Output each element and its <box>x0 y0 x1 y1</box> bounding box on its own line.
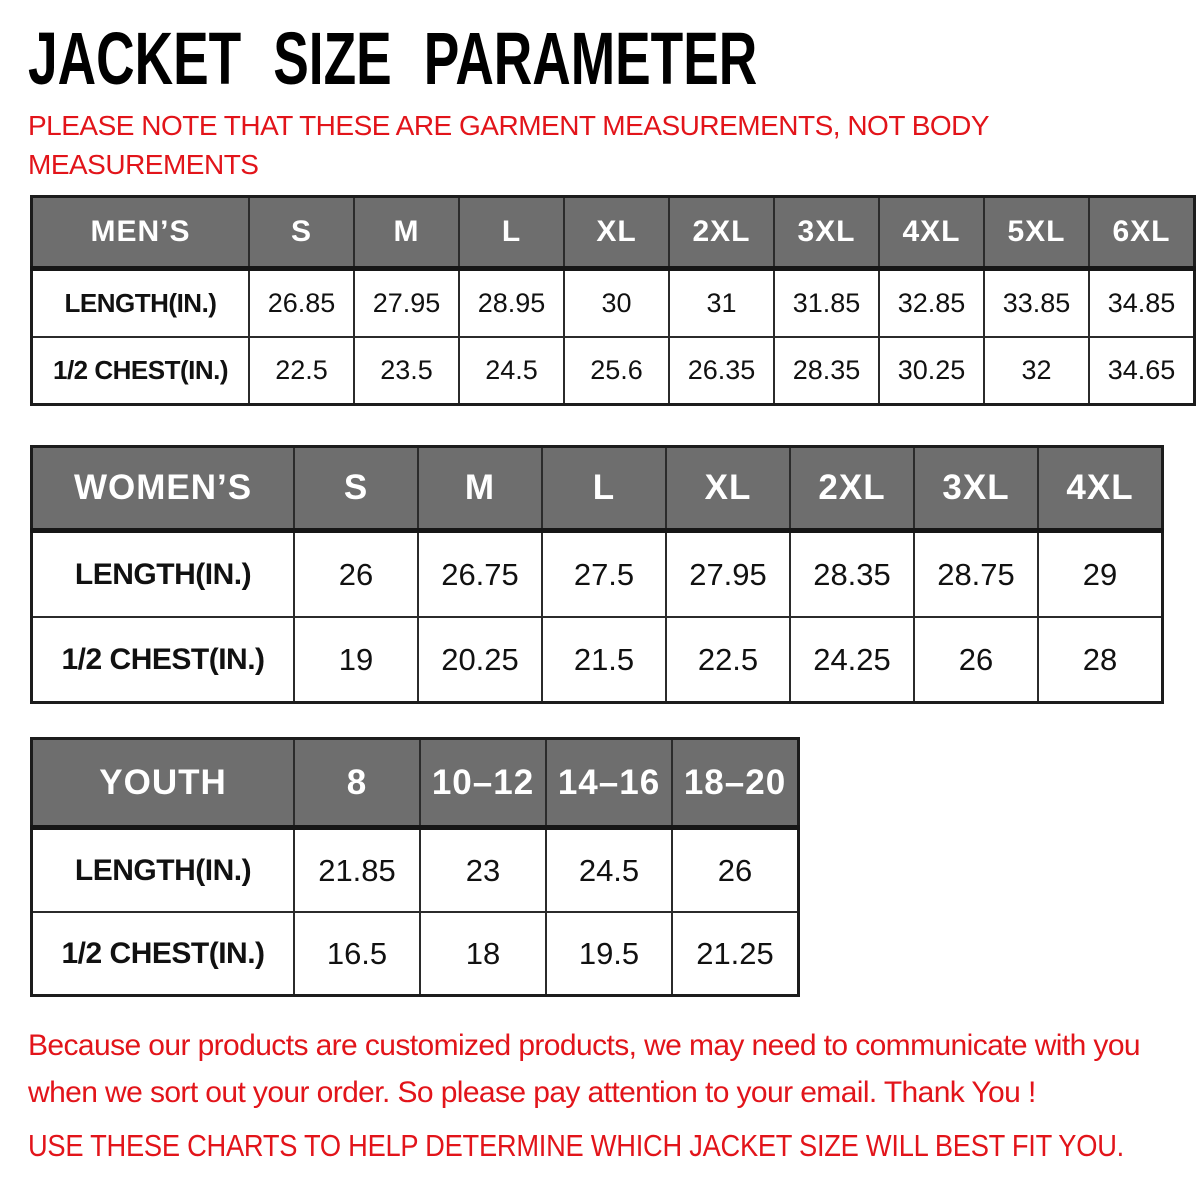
group-label-mens: MEN’S <box>30 195 250 271</box>
note-line-1: PLEASE NOTE THAT THESE ARE GARMENT MEASU… <box>28 110 990 141</box>
size-table-mens: MEN’S S M L XL 2XL 3XL 4XL 5XL 6XL LENGTH(IN.) 26.8… <box>30 195 1196 406</box>
value-cell: 19 <box>293 616 419 704</box>
row-label-cell: 1/2 CHEST(IN.) <box>30 911 295 997</box>
value-cell: 22.5 <box>665 616 791 704</box>
value-cell: 26.35 <box>668 336 775 406</box>
size-header-cell: M <box>353 195 460 271</box>
size-header-cell: 2XL <box>789 445 915 533</box>
measurement-row: LENGTH(IN.) 21.85 23 24.5 26 <box>30 826 800 913</box>
size-header-cell: L <box>458 195 565 271</box>
value-cell: 21.85 <box>293 826 421 913</box>
value-cell: 27.95 <box>665 529 791 618</box>
value-cell: 18 <box>419 911 547 997</box>
size-header-cell: M <box>417 445 543 533</box>
value-cell: 31.85 <box>773 267 880 338</box>
value-cell: 30 <box>563 267 670 338</box>
chart-usage-hint: USE THESE CHARTS TO HELP DETERMINE WHICH… <box>28 1128 1124 1163</box>
value-cell: 28.35 <box>789 529 915 618</box>
size-table-youth: YOUTH 8 10–12 14–16 18–20 LENGTH(IN.) 21.85 23 2… <box>30 737 800 997</box>
size-header-cell: 18–20 <box>671 737 800 830</box>
size-header-cell: S <box>248 195 355 271</box>
value-cell: 23.5 <box>353 336 460 406</box>
value-cell: 28.35 <box>773 336 880 406</box>
value-cell: 25.6 <box>563 336 670 406</box>
measurement-row: 1/2 CHEST(IN.) 19 20.25 21.5 22.5 24.25 26 28 <box>30 616 1164 704</box>
measurement-row: LENGTH(IN.) 26 26.75 27.5 27.95 28.35 28.75 29 <box>30 529 1164 618</box>
value-cell: 33.85 <box>983 267 1090 338</box>
row-label-cell: 1/2 CHEST(IN.) <box>30 336 250 406</box>
size-header-cell: XL <box>665 445 791 533</box>
customization-notice-line-1: Because our products are customized prod… <box>28 1029 1141 1062</box>
value-cell: 19.5 <box>545 911 673 997</box>
value-cell: 31 <box>668 267 775 338</box>
value-cell: 21.25 <box>671 911 800 997</box>
row-label-cell: LENGTH(IN.) <box>30 826 295 913</box>
value-cell: 21.5 <box>541 616 667 704</box>
size-header-cell: S <box>293 445 419 533</box>
value-cell: 24.25 <box>789 616 915 704</box>
customization-notice: Because our products are customized prod… <box>28 1022 1141 1116</box>
row-label-cell: LENGTH(IN.) <box>30 267 250 338</box>
group-label-womens: WOMEN’S <box>30 445 295 533</box>
size-table-womens: WOMEN’S S M L XL 2XL 3XL 4XL LENGTH(IN.) 26 26.75 2… <box>30 445 1164 704</box>
value-cell: 26.75 <box>417 529 543 618</box>
size-header-cell: 4XL <box>1037 445 1164 533</box>
measurement-row: 1/2 CHEST(IN.) 16.5 18 19.5 21.25 <box>30 911 800 997</box>
value-cell: 29 <box>1037 529 1164 618</box>
value-cell: 28.75 <box>913 529 1039 618</box>
value-cell: 16.5 <box>293 911 421 997</box>
size-header-cell: 5XL <box>983 195 1090 271</box>
value-cell: 20.25 <box>417 616 543 704</box>
note-line-2: MEASUREMENTS <box>28 149 259 180</box>
group-label-youth: YOUTH <box>30 737 295 830</box>
value-cell: 27.5 <box>541 529 667 618</box>
value-cell: 30.25 <box>878 336 985 406</box>
value-cell: 28 <box>1037 616 1164 704</box>
row-label-cell: 1/2 CHEST(IN.) <box>30 616 295 704</box>
header-row-youth: YOUTH 8 10–12 14–16 18–20 <box>30 737 800 830</box>
value-cell: 28.95 <box>458 267 565 338</box>
garment-measurement-note: PLEASE NOTE THAT THESE ARE GARMENT MEASU… <box>28 106 990 184</box>
value-cell: 23 <box>419 826 547 913</box>
size-header-cell: 8 <box>293 737 421 830</box>
size-header-cell: 10–12 <box>419 737 547 830</box>
size-header-cell: 14–16 <box>545 737 673 830</box>
value-cell: 22.5 <box>248 336 355 406</box>
value-cell: 34.85 <box>1088 267 1196 338</box>
measurement-row: 1/2 CHEST(IN.) 22.5 23.5 24.5 25.6 26.35 28.35… <box>30 336 1196 406</box>
value-cell: 26.85 <box>248 267 355 338</box>
size-header-cell: XL <box>563 195 670 271</box>
value-cell: 32 <box>983 336 1090 406</box>
customization-notice-line-2: when we sort out your order. So please p… <box>28 1076 1036 1109</box>
size-header-cell: 6XL <box>1088 195 1196 271</box>
size-header-cell: 4XL <box>878 195 985 271</box>
value-cell: 24.5 <box>458 336 565 406</box>
value-cell: 34.65 <box>1088 336 1196 406</box>
size-header-cell: 3XL <box>773 195 880 271</box>
size-header-cell: 2XL <box>668 195 775 271</box>
value-cell: 24.5 <box>545 826 673 913</box>
value-cell: 26 <box>293 529 419 618</box>
page-title: JACKET SIZE PARAMETER <box>28 17 758 100</box>
measurement-row: LENGTH(IN.) 26.85 27.95 28.95 30 31 31.85 32.85… <box>30 267 1196 338</box>
header-row-mens: MEN’S S M L XL 2XL 3XL 4XL 5XL 6XL <box>30 195 1196 271</box>
value-cell: 32.85 <box>878 267 985 338</box>
size-header-cell: L <box>541 445 667 533</box>
size-header-cell: 3XL <box>913 445 1039 533</box>
value-cell: 26 <box>671 826 800 913</box>
value-cell: 26 <box>913 616 1039 704</box>
row-label-cell: LENGTH(IN.) <box>30 529 295 618</box>
value-cell: 27.95 <box>353 267 460 338</box>
header-row-womens: WOMEN’S S M L XL 2XL 3XL 4XL <box>30 445 1164 533</box>
